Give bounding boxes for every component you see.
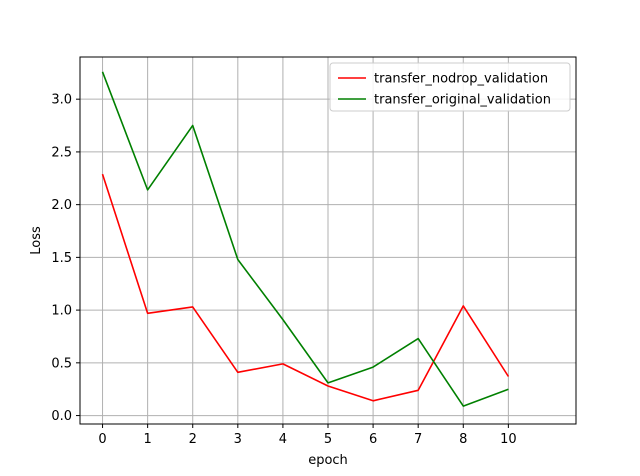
y-tick-label: 1.0 bbox=[51, 304, 72, 319]
x-tick-label: 3 bbox=[234, 432, 242, 447]
x-tick-label: 1 bbox=[143, 432, 151, 447]
series-line-1 bbox=[101, 173, 510, 402]
x-tick-label: 10 bbox=[500, 432, 517, 447]
grid bbox=[80, 57, 576, 424]
y-tick-label: 3.0 bbox=[51, 93, 72, 108]
series-line-2 bbox=[101, 71, 509, 407]
x-tick-label: 5 bbox=[324, 432, 332, 447]
y-tick-label: 1.5 bbox=[51, 251, 72, 266]
legend-label-1: transfer_nodrop_validation bbox=[374, 72, 548, 87]
x-tick-label: 8 bbox=[459, 432, 467, 447]
x-tick-label: 2 bbox=[189, 432, 197, 447]
y-axis-label: Loss bbox=[29, 226, 44, 255]
ticks: 0 1 2 3 4 5 6 7 8 10 0.0 0.5 1.0 1.5 2.0 2.5 3.0 bbox=[51, 93, 516, 447]
x-tick-label: 0 bbox=[98, 432, 106, 447]
x-tick-label: 4 bbox=[279, 432, 287, 447]
plot-lines bbox=[101, 71, 510, 407]
y-tick-label: 0.5 bbox=[51, 356, 72, 371]
legend: transfer_nodrop_validation transfer_origi… bbox=[329, 62, 571, 112]
legend-label-2: transfer_original_validation bbox=[374, 93, 551, 108]
x-axis-label: epoch bbox=[308, 453, 348, 468]
x-tick-label: 7 bbox=[414, 432, 422, 447]
y-tick-label: 2.0 bbox=[51, 198, 72, 213]
x-tick-label: 6 bbox=[369, 432, 377, 447]
y-tick-label: 0.0 bbox=[51, 409, 72, 424]
legend-box bbox=[329, 62, 571, 112]
y-tick-label: 2.5 bbox=[51, 145, 72, 160]
